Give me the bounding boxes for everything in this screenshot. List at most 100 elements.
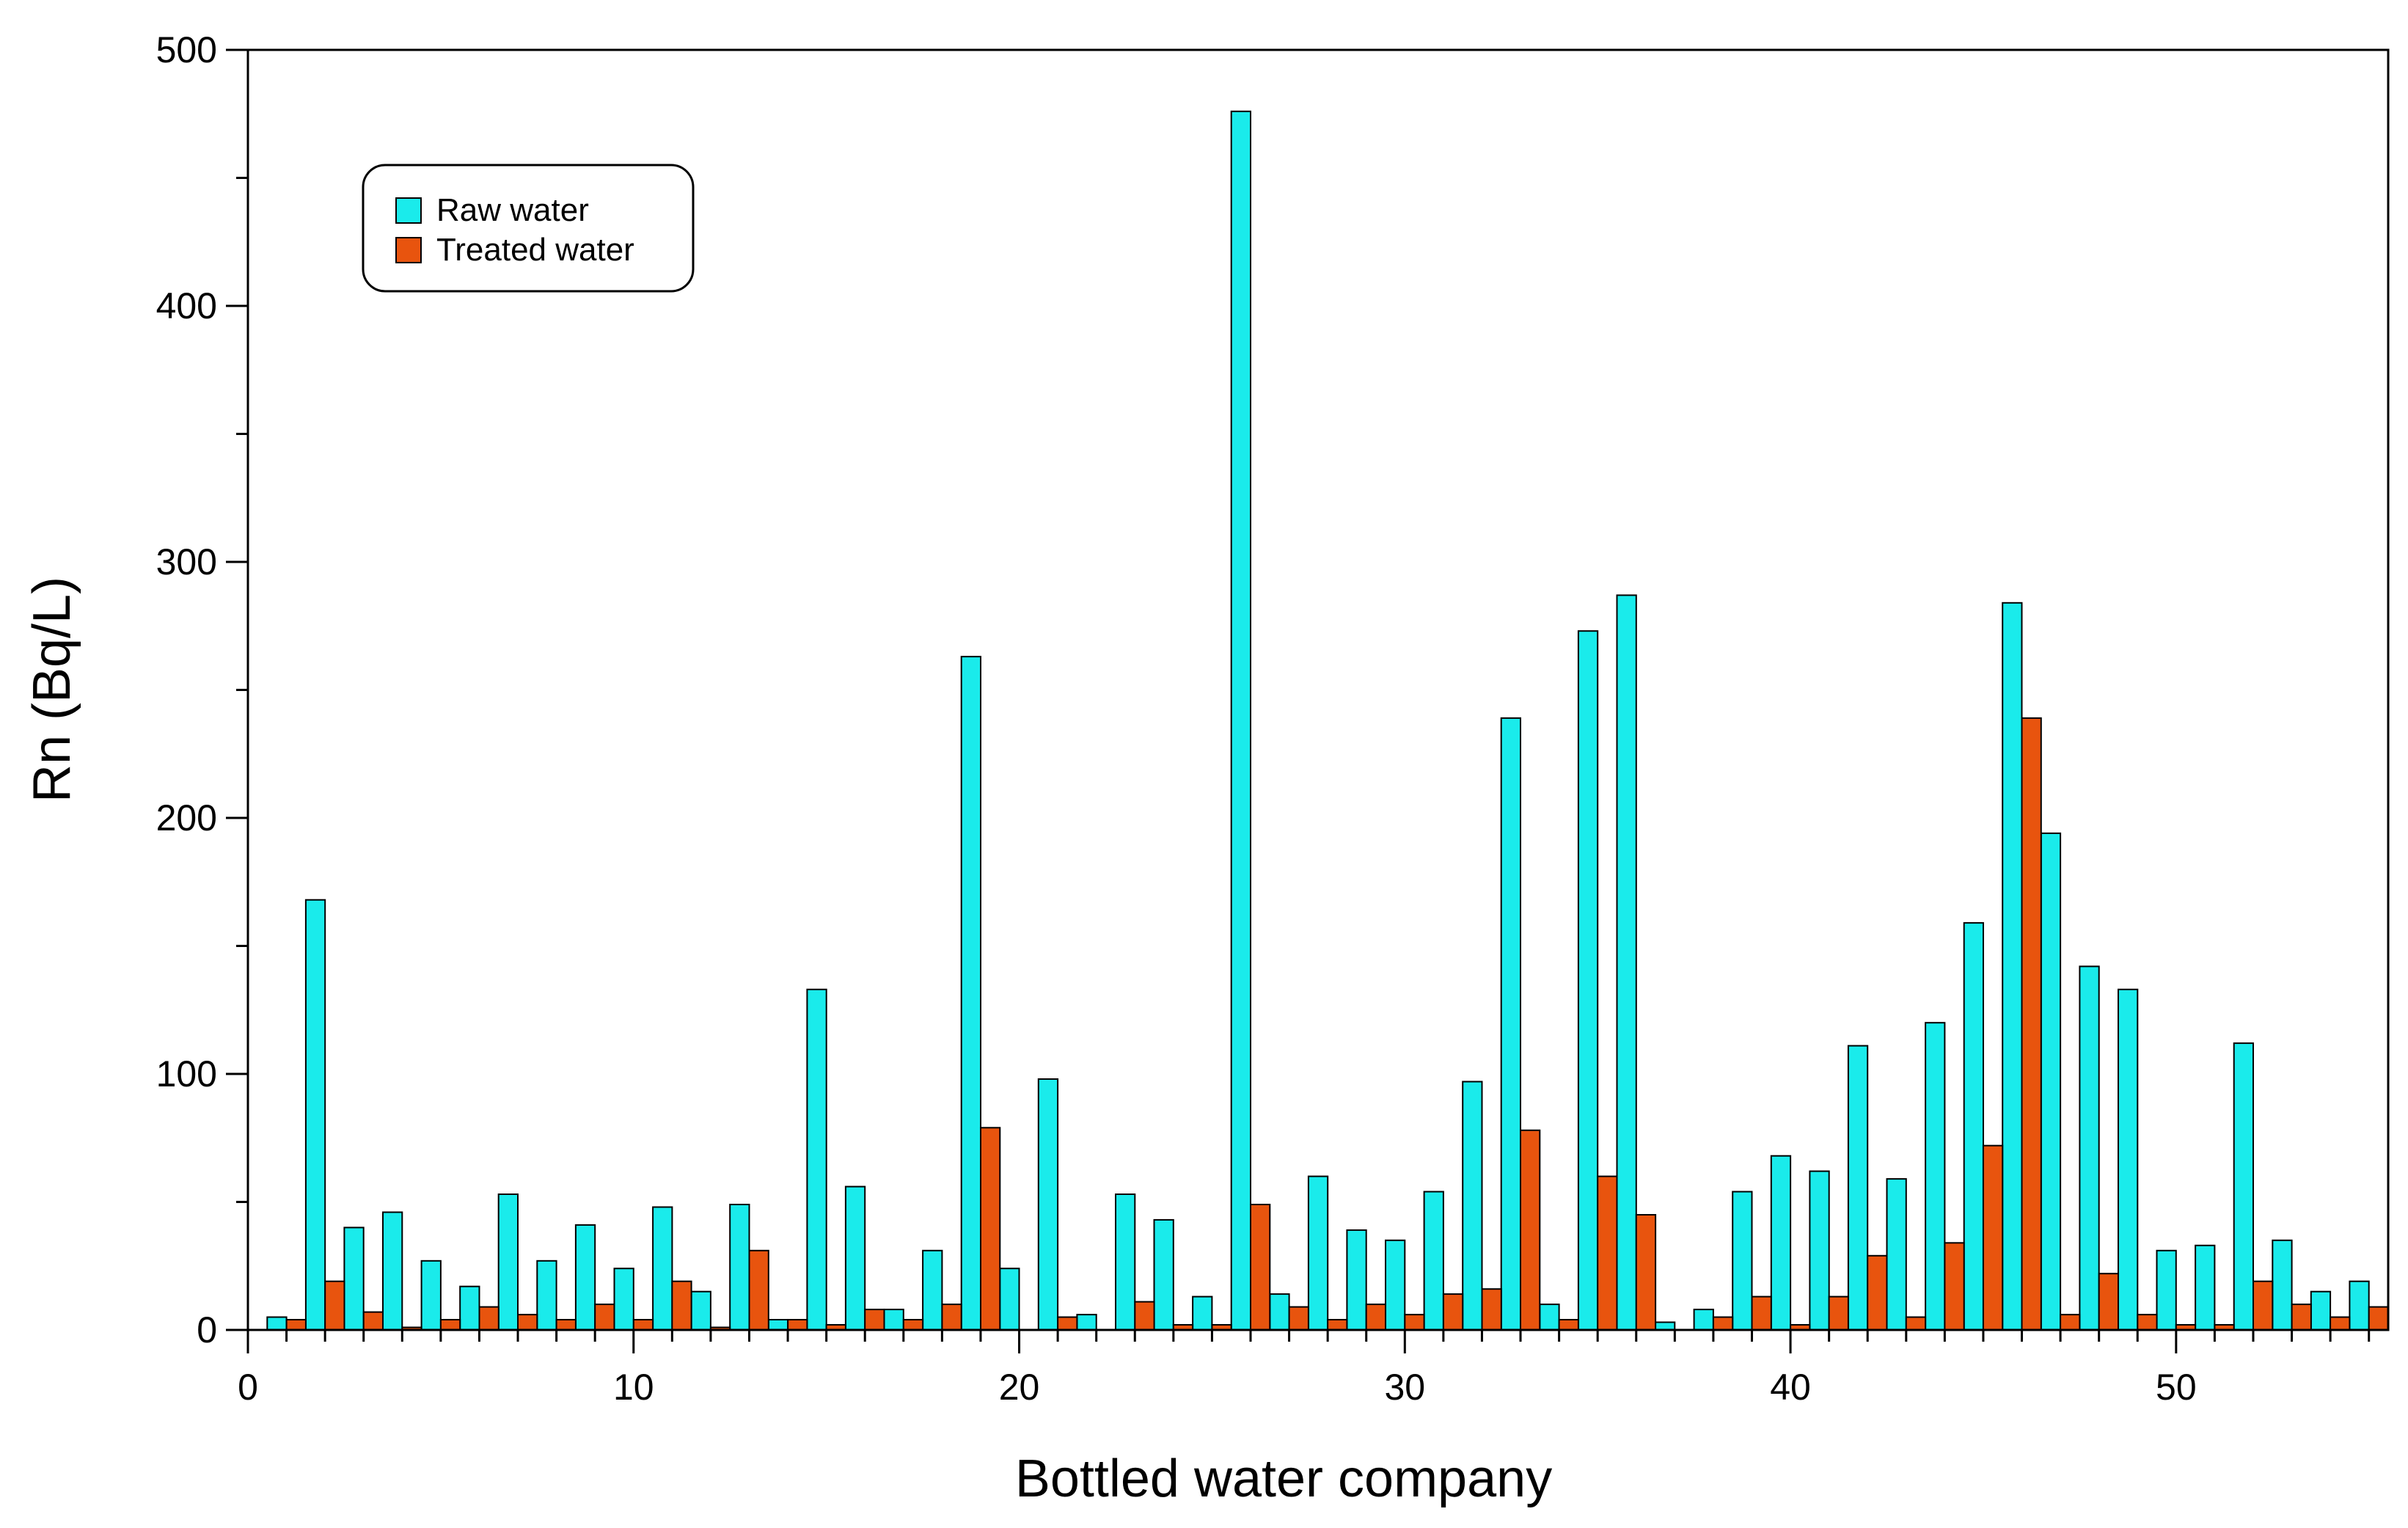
x-axis-ticks: 0 10 20 30 40 50 xyxy=(238,1330,2371,1408)
treated-water-bar xyxy=(864,1309,885,1331)
treated-water-bar xyxy=(2291,1304,2312,1331)
raw-water-bar xyxy=(1809,1170,1830,1331)
y-axis-title: Rn (Bq/L) xyxy=(23,577,81,803)
treated-water-bar xyxy=(1365,1304,1386,1331)
treated-water-bar xyxy=(324,1280,345,1331)
raw-water-bar xyxy=(1963,922,1984,1331)
legend-swatch-raw-water xyxy=(395,197,422,224)
raw-water-bar xyxy=(420,1260,442,1331)
raw-water-bar xyxy=(1153,1218,1174,1331)
raw-water-bar xyxy=(652,1206,673,1331)
raw-water-bar xyxy=(729,1204,750,1331)
raw-water-bar xyxy=(922,1249,943,1331)
raw-water-bar xyxy=(1230,110,1251,1331)
treated-water-bar xyxy=(1288,1306,1309,1331)
raw-water-bar xyxy=(1423,1191,1444,1331)
treated-water-bar xyxy=(1558,1319,1579,1331)
x-tick-label: 40 xyxy=(1770,1367,1811,1408)
x-tick-label: 10 xyxy=(613,1367,654,1408)
treated-water-bar xyxy=(555,1319,577,1331)
raw-water-bar xyxy=(1385,1239,1406,1331)
raw-water-bar xyxy=(883,1309,904,1331)
treated-water-bar xyxy=(1867,1254,1888,1331)
treated-water-bar xyxy=(1635,1214,1657,1331)
raw-water-bar xyxy=(2002,602,2023,1331)
treated-water-bar xyxy=(2060,1314,2081,1331)
raw-water-bar xyxy=(1500,717,1521,1331)
treated-water-bar xyxy=(632,1319,654,1331)
treated-water-bar xyxy=(2137,1314,2158,1331)
raw-water-bar xyxy=(1770,1155,1792,1331)
raw-water-bar xyxy=(1076,1314,1097,1331)
treated-water-bar xyxy=(478,1306,499,1331)
raw-water-bar xyxy=(690,1290,711,1331)
raw-water-bar xyxy=(2079,965,2100,1331)
raw-water-bar xyxy=(613,1268,634,1331)
raw-water-bar xyxy=(1847,1045,1869,1331)
treated-water-bar xyxy=(902,1319,924,1331)
treated-water-bar xyxy=(671,1280,692,1331)
treated-water-bars xyxy=(285,717,2389,1331)
treated-water-bar xyxy=(1250,1204,1271,1331)
raw-water-bar xyxy=(1655,1321,1676,1331)
raw-water-bar xyxy=(2310,1290,2332,1331)
legend-label-treated-water: Treated water xyxy=(436,232,634,268)
raw-water-bar xyxy=(767,1319,789,1331)
raw-water-bar xyxy=(2349,1280,2370,1331)
raw-water-bar xyxy=(1192,1295,1213,1331)
raw-water-bar xyxy=(497,1193,519,1331)
legend-label-raw-water: Raw water xyxy=(436,192,589,228)
raw-water-bar xyxy=(844,1185,866,1331)
treated-water-bar xyxy=(980,1127,1001,1331)
y-tick-label: 200 xyxy=(156,797,217,838)
x-axis-title: Bottled water company xyxy=(1015,1450,1552,1508)
treated-water-bar xyxy=(285,1319,307,1331)
raw-water-bar xyxy=(2233,1042,2254,1331)
treated-water-bar xyxy=(362,1311,384,1331)
raw-water-bar xyxy=(1886,1178,1907,1331)
treated-water-bar xyxy=(941,1304,962,1331)
treated-water-bar xyxy=(787,1319,808,1331)
x-tick-label: 50 xyxy=(2156,1367,2197,1408)
raw-water-bar xyxy=(2118,988,2139,1331)
raw-water-bar xyxy=(1346,1229,1367,1331)
treated-water-bar xyxy=(1404,1314,1425,1331)
treated-water-bar xyxy=(1828,1295,1849,1331)
raw-water-bar xyxy=(343,1227,365,1331)
raw-water-bar xyxy=(2272,1239,2293,1331)
raw-water-bar xyxy=(1462,1081,1483,1331)
raw-water-bar xyxy=(1307,1175,1329,1331)
raw-water-bar xyxy=(1925,1022,1946,1331)
y-tick-label: 400 xyxy=(156,285,217,326)
raw-water-bar xyxy=(1539,1304,1560,1331)
raw-water-bar xyxy=(806,988,827,1331)
treated-water-bar xyxy=(594,1304,615,1331)
y-tick-label: 500 xyxy=(156,29,217,70)
treated-water-bar xyxy=(1057,1316,1078,1331)
raw-water-bar xyxy=(1115,1193,1136,1331)
treated-water-bar xyxy=(1327,1319,1348,1331)
x-tick-label: 20 xyxy=(999,1367,1040,1408)
treated-water-bar xyxy=(1134,1301,1155,1331)
treated-water-bar xyxy=(2253,1280,2274,1331)
y-axis-ticks: 0 100 200 300 400 500 xyxy=(156,29,248,1350)
treated-water-bar xyxy=(517,1314,538,1331)
treated-water-bar xyxy=(1905,1316,1927,1331)
treated-water-bar xyxy=(1712,1316,1734,1331)
legend-swatch-treated-water xyxy=(395,237,422,263)
raw-water-bar xyxy=(999,1268,1020,1331)
treated-water-bar xyxy=(1944,1242,1965,1331)
y-tick-label: 0 xyxy=(197,1309,217,1350)
raw-water-bar xyxy=(2156,1249,2177,1331)
raw-water-bar xyxy=(1269,1293,1290,1331)
treated-water-bar xyxy=(2098,1273,2119,1331)
legend: Raw water Treated water xyxy=(362,164,695,293)
raw-water-bar xyxy=(536,1260,557,1331)
raw-water-bar xyxy=(1693,1309,1714,1331)
raw-water-bar xyxy=(574,1224,596,1331)
treated-water-bar xyxy=(1520,1129,1541,1331)
treated-water-bar xyxy=(1597,1175,1618,1331)
raw-water-bar xyxy=(960,656,981,1331)
treated-water-bar xyxy=(1982,1144,2004,1331)
